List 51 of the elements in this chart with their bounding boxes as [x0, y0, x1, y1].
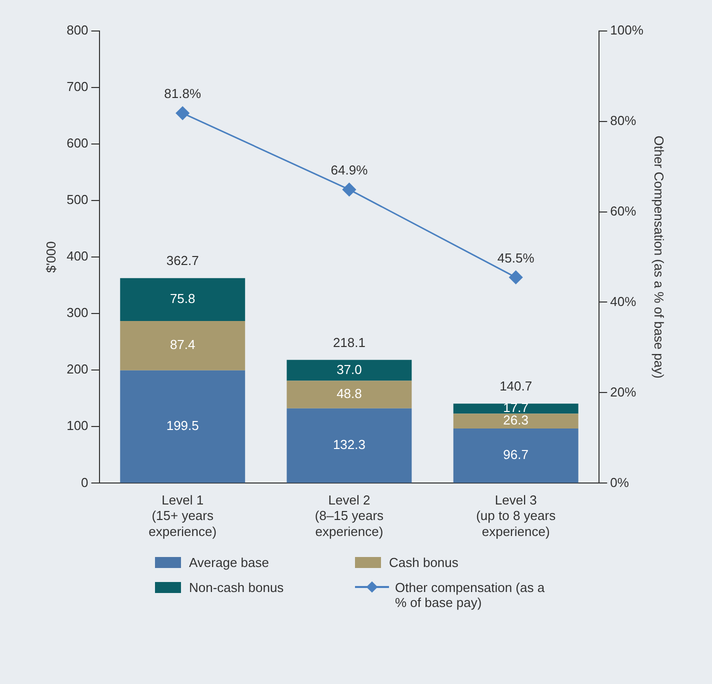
- x-tick-label: Level 2 (8–15 years experience): [314, 492, 384, 539]
- y2-tick-label: 0%: [610, 474, 630, 490]
- point: [509, 270, 523, 284]
- bar: [453, 414, 578, 429]
- data-label: 37.0: [336, 362, 362, 377]
- data-label: 87.4: [170, 337, 196, 352]
- bar: [120, 320, 246, 370]
- total-label: 362.7: [166, 253, 199, 268]
- bar: [286, 408, 412, 483]
- y2-tick-label: 80%: [610, 112, 637, 128]
- legend-label: Other compensation (as a % of base pay): [395, 580, 545, 610]
- y2-axis-title: Other Compensation (as a % of base pay): [652, 136, 667, 378]
- data-label: 48.8: [336, 386, 362, 402]
- point: [342, 182, 356, 196]
- y-tick-label: 600: [66, 135, 88, 150]
- data-label: 75.8: [170, 291, 196, 306]
- legend-label: Non-cash bonus: [189, 580, 284, 595]
- bar: [120, 278, 246, 321]
- y-tick-label: 300: [66, 305, 88, 320]
- data-label: 64.9%: [330, 162, 368, 178]
- bar: [286, 380, 412, 408]
- y-tick-label: 0: [81, 474, 88, 490]
- data-label: 26.3: [503, 412, 528, 428]
- y-tick-label: 400: [66, 248, 88, 264]
- y2-tick-label: 100%: [610, 22, 644, 38]
- y2-tick-label: 20%: [610, 384, 637, 400]
- legend-label: Cash bonus: [389, 555, 458, 570]
- y-axis-title: $'000: [43, 241, 58, 273]
- data-label: 81.8%: [164, 86, 202, 102]
- y-tick-label: 500: [66, 192, 88, 208]
- data-label: 199.5: [166, 418, 199, 434]
- y2-tick-label: 60%: [610, 203, 637, 218]
- x-tick-label: Level 1 (15+ years experience): [148, 492, 217, 539]
- bar: [286, 360, 412, 381]
- data-label: 17.7: [503, 400, 528, 416]
- data-label: 132.3: [332, 437, 366, 452]
- y-tick-label: 800: [66, 22, 88, 38]
- legend-label: Average base: [189, 555, 269, 570]
- y-tick-label: 200: [66, 362, 88, 377]
- bar: [453, 428, 578, 483]
- total-label: 140.7: [500, 378, 532, 394]
- bar: [453, 404, 578, 414]
- y2-tick-label: 40%: [610, 294, 637, 309]
- y-tick-label: 700: [66, 78, 88, 94]
- data-label: 96.7: [503, 447, 528, 462]
- total-label: 218.1: [332, 334, 366, 350]
- x-tick-label: Level 3 (up to 8 years experience): [476, 492, 556, 539]
- bar: [120, 370, 246, 483]
- point: [176, 106, 190, 120]
- y-tick-label: 100: [66, 418, 88, 434]
- data-label: 45.5%: [497, 250, 535, 266]
